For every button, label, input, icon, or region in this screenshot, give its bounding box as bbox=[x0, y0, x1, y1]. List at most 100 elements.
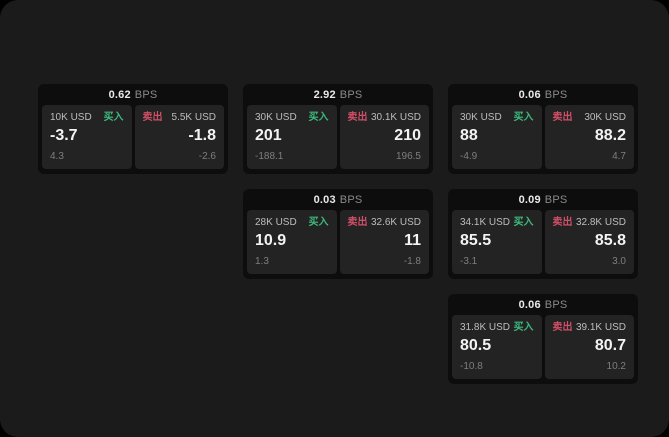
sell-sub-value: -1.8 bbox=[403, 256, 421, 267]
buy-panel-header: 34.1K USD 买入 bbox=[460, 217, 534, 229]
buy-price-value: 80.5 bbox=[460, 337, 492, 354]
sell-side-label: 卖出 bbox=[347, 217, 368, 228]
sell-panel[interactable]: 卖出 5.5K USD -1.8 -2.6 bbox=[134, 105, 224, 169]
quote-panels: 28K USD 买入 10.9 1.3 卖出 32.6K USD 11 -1.8 bbox=[243, 210, 433, 274]
sell-sub-value: 10.2 bbox=[606, 361, 626, 372]
sell-size-label: 32.8K USD bbox=[575, 217, 626, 228]
bps-value: 0.06 bbox=[518, 88, 541, 101]
sell-size-label: 30K USD bbox=[584, 112, 626, 123]
bps-value: 2.92 bbox=[313, 88, 336, 101]
buy-side-label: 买入 bbox=[103, 112, 124, 123]
sell-panel-header: 卖出 30K USD bbox=[553, 112, 627, 124]
buy-side-label: 买入 bbox=[308, 217, 329, 228]
sell-side-label: 卖出 bbox=[142, 112, 163, 123]
quote-card: 0.06 BPS 31.8K USD 买入 80.5 -10.8 卖出 39.1… bbox=[448, 294, 638, 384]
bps-value: 0.62 bbox=[108, 88, 131, 101]
sell-panel[interactable]: 卖出 30.1K USD 210 196.5 bbox=[339, 105, 429, 169]
bps-unit-label: BPS bbox=[544, 193, 568, 206]
buy-panel[interactable]: 30K USD 买入 88 -4.9 bbox=[452, 105, 542, 169]
sell-side-label: 卖出 bbox=[347, 112, 368, 123]
buy-sub-value: -4.9 bbox=[460, 151, 478, 162]
quote-panels: 31.8K USD 买入 80.5 -10.8 卖出 39.1K USD 80.… bbox=[448, 315, 638, 379]
sell-sub-value: 4.7 bbox=[612, 151, 626, 162]
sell-price-value: 85.8 bbox=[594, 232, 626, 249]
quote-panels: 30K USD 买入 88 -4.9 卖出 30K USD 88.2 4.7 bbox=[448, 105, 638, 169]
sell-panel[interactable]: 卖出 32.8K USD 85.8 3.0 bbox=[544, 210, 634, 274]
sell-panel-header: 卖出 32.8K USD bbox=[553, 217, 627, 229]
buy-size-label: 10K USD bbox=[50, 112, 92, 123]
sell-size-label: 32.6K USD bbox=[370, 217, 421, 228]
buy-size-label: 28K USD bbox=[255, 217, 297, 228]
bps-unit-label: BPS bbox=[544, 298, 568, 311]
sell-price-value: 88.2 bbox=[594, 127, 626, 144]
bps-header: 0.09 BPS bbox=[448, 189, 638, 210]
quote-panels: 34.1K USD 买入 85.5 -3.1 卖出 32.8K USD 85.8… bbox=[448, 210, 638, 274]
sell-price-value: 11 bbox=[404, 232, 421, 249]
buy-side-label: 买入 bbox=[308, 112, 329, 123]
buy-panel-header: 31.8K USD 买入 bbox=[460, 322, 534, 334]
buy-panel[interactable]: 10K USD 买入 -3.7 4.3 bbox=[42, 105, 132, 169]
quote-panels: 30K USD 买入 201 -188.1 卖出 30.1K USD 210 1… bbox=[243, 105, 433, 169]
sell-sub-value: 196.5 bbox=[395, 151, 421, 162]
sell-side-label: 卖出 bbox=[552, 217, 573, 228]
buy-sub-value: -3.1 bbox=[460, 256, 478, 267]
bps-header: 0.03 BPS bbox=[243, 189, 433, 210]
sell-panel[interactable]: 卖出 39.1K USD 80.7 10.2 bbox=[544, 315, 634, 379]
sell-panel-header: 卖出 5.5K USD bbox=[143, 112, 217, 124]
bps-header: 0.62 BPS bbox=[38, 84, 228, 105]
buy-price-value: 10.9 bbox=[255, 232, 287, 249]
buy-size-label: 30K USD bbox=[460, 112, 502, 123]
sell-size-label: 30.1K USD bbox=[370, 112, 421, 123]
quote-card: 0.62 BPS 10K USD 买入 -3.7 4.3 卖出 5.5K USD… bbox=[38, 84, 228, 174]
buy-price-value: -3.7 bbox=[50, 127, 78, 144]
quote-card: 0.03 BPS 28K USD 买入 10.9 1.3 卖出 32.6K US… bbox=[243, 189, 433, 279]
bps-value: 0.09 bbox=[518, 193, 541, 206]
quote-card: 2.92 BPS 30K USD 买入 201 -188.1 卖出 30.1K … bbox=[243, 84, 433, 174]
sell-panel[interactable]: 卖出 32.6K USD 11 -1.8 bbox=[339, 210, 429, 274]
bps-value: 0.03 bbox=[313, 193, 336, 206]
buy-panel[interactable]: 30K USD 买入 201 -188.1 bbox=[247, 105, 337, 169]
sell-panel-header: 卖出 30.1K USD bbox=[348, 112, 422, 124]
sell-sub-value: 3.0 bbox=[612, 256, 626, 267]
buy-panel-header: 10K USD 买入 bbox=[50, 112, 124, 124]
sell-sub-value: -2.6 bbox=[198, 151, 216, 162]
buy-panel-header: 30K USD 买入 bbox=[255, 112, 329, 124]
buy-price-value: 201 bbox=[255, 127, 282, 144]
bps-header: 0.06 BPS bbox=[448, 84, 638, 105]
sell-size-label: 39.1K USD bbox=[575, 322, 626, 333]
bps-header: 2.92 BPS bbox=[243, 84, 433, 105]
bps-header: 0.06 BPS bbox=[448, 294, 638, 315]
buy-side-label: 买入 bbox=[513, 322, 534, 333]
bps-unit-label: BPS bbox=[134, 88, 158, 101]
sell-size-label: 5.5K USD bbox=[171, 112, 216, 123]
sell-panel[interactable]: 卖出 30K USD 88.2 4.7 bbox=[544, 105, 634, 169]
sell-side-label: 卖出 bbox=[552, 322, 573, 333]
buy-panel-header: 28K USD 买入 bbox=[255, 217, 329, 229]
buy-sub-value: -188.1 bbox=[255, 151, 284, 162]
buy-side-label: 买入 bbox=[513, 217, 534, 228]
bps-unit-label: BPS bbox=[339, 88, 363, 101]
buy-panel[interactable]: 31.8K USD 买入 80.5 -10.8 bbox=[452, 315, 542, 379]
buy-price-value: 88 bbox=[460, 127, 478, 144]
sell-side-label: 卖出 bbox=[552, 112, 573, 123]
buy-panel[interactable]: 34.1K USD 买入 85.5 -3.1 bbox=[452, 210, 542, 274]
buy-panel-header: 30K USD 买入 bbox=[460, 112, 534, 124]
sell-panel-header: 卖出 39.1K USD bbox=[553, 322, 627, 334]
sell-price-value: 80.7 bbox=[594, 337, 626, 354]
sell-price-value: 210 bbox=[394, 127, 421, 144]
quote-card: 0.06 BPS 30K USD 买入 88 -4.9 卖出 30K USD 8… bbox=[448, 84, 638, 174]
buy-sub-value: 1.3 bbox=[255, 256, 269, 267]
sell-panel-header: 卖出 32.6K USD bbox=[348, 217, 422, 229]
bps-unit-label: BPS bbox=[339, 193, 363, 206]
quote-panels: 10K USD 买入 -3.7 4.3 卖出 5.5K USD -1.8 -2.… bbox=[38, 105, 228, 169]
quote-card: 0.09 BPS 34.1K USD 买入 85.5 -3.1 卖出 32.8K… bbox=[448, 189, 638, 279]
bps-value: 0.06 bbox=[518, 298, 541, 311]
sell-price-value: -1.8 bbox=[188, 127, 216, 144]
buy-size-label: 30K USD bbox=[255, 112, 297, 123]
buy-sub-value: 4.3 bbox=[50, 151, 64, 162]
buy-price-value: 85.5 bbox=[460, 232, 492, 249]
buy-panel[interactable]: 28K USD 买入 10.9 1.3 bbox=[247, 210, 337, 274]
buy-sub-value: -10.8 bbox=[460, 361, 483, 372]
